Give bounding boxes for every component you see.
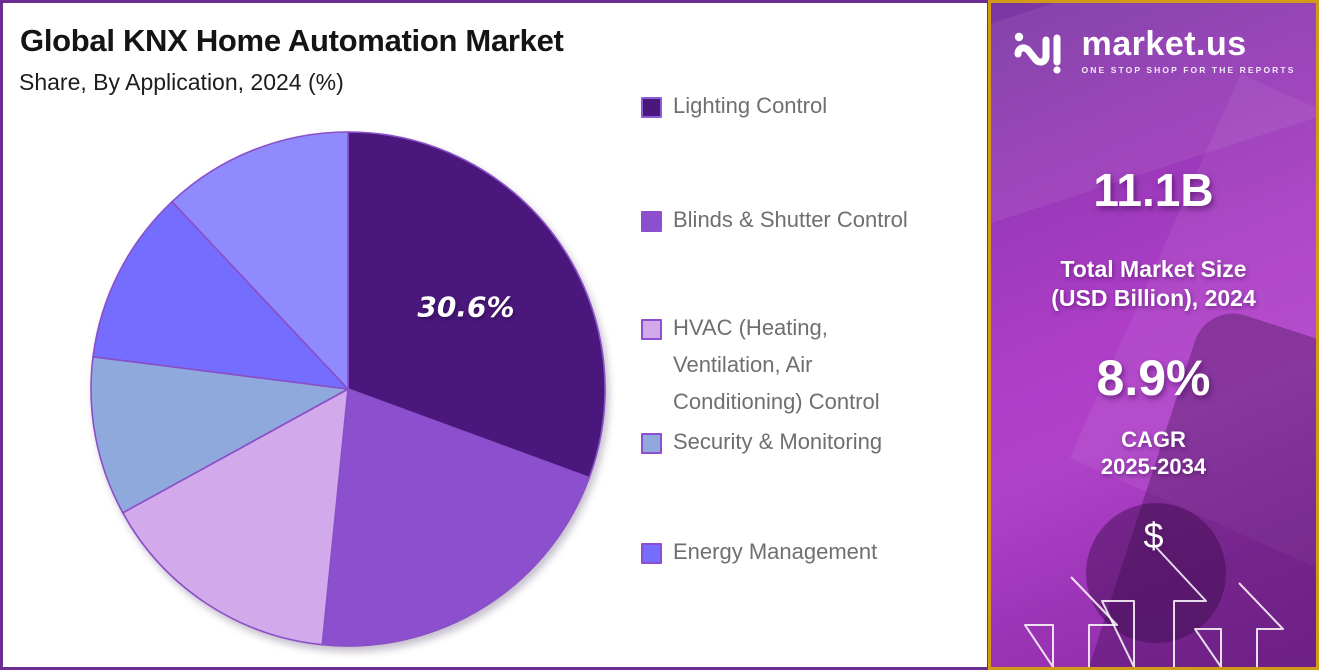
legend-item-label: Lighting Control [673, 93, 828, 118]
legend-item: Lighting Control [641, 87, 935, 124]
legend-item: Energy Management [641, 533, 935, 570]
legend-item-label: Blinds & Shutter Control [673, 207, 908, 232]
cagr-label-line2: 2025-2034 [1100, 454, 1207, 479]
pie-slice-data-label: 30.6% [417, 290, 515, 324]
pie-slice [321, 387, 591, 647]
marketus-logo-icon [1014, 32, 1061, 74]
cagr-label: CAGR 2025-2034 [991, 426, 1316, 480]
legend-item-label: Energy Management [673, 539, 878, 564]
page-title: Global KNX Home Automation Market [20, 23, 564, 58]
legend-swatch [641, 211, 662, 232]
market-size-label-line2: (USD Billion), 2024 [1051, 285, 1256, 311]
market-size-label-line1: Total Market Size [1060, 256, 1247, 282]
sidebar: market.us ONE STOP SHOP FOR THE REPORTS … [988, 0, 1319, 670]
chart-subtitle: Share, By Application, 2024 (%) [19, 69, 344, 95]
legend-item: HVAC (Heating, Ventilation, Air Conditio… [641, 309, 935, 420]
market-size-label: Total Market Size (USD Billion), 2024 [991, 255, 1316, 313]
marketus-logo-text: market.us ONE STOP SHOP FOR THE REPORTS [1082, 27, 1296, 75]
pie-slice [347, 131, 606, 479]
chart-panel: Global KNX Home Automation Market Share,… [0, 0, 990, 670]
legend-swatch [641, 543, 662, 564]
marketus-logo: market.us ONE STOP SHOP FOR THE REPORTS [991, 27, 1316, 75]
pie-slice [90, 355, 351, 514]
pie-slice [92, 200, 351, 391]
legend-swatch [641, 97, 662, 118]
legend-item-label: Security & Monitoring [673, 429, 883, 454]
pie-chart [90, 131, 606, 647]
pie-slice [170, 131, 349, 392]
cagr-label-line1: CAGR [1121, 427, 1186, 452]
cagr-value: 8.9% [1096, 350, 1211, 406]
dollar-icon: $ [1143, 515, 1164, 556]
legend-item: Security & Monitoring [641, 423, 935, 460]
legend-item-label: HVAC (Heating, Ventilation, Air Conditio… [673, 315, 880, 414]
logo-tagline: ONE STOP SHOP FOR THE REPORTS [1081, 65, 1296, 75]
logo-wordmark: market.us [1081, 25, 1247, 63]
market-size-value: 11.1B [1093, 164, 1214, 216]
pie-slice [121, 387, 349, 646]
growth-arrows-icon [1024, 544, 1284, 667]
legend-swatch [641, 433, 662, 454]
legend-item: Blinds & Shutter Control [641, 201, 935, 238]
legend: Lighting Control Blinds & Shutter Control… [641, 3, 981, 667]
legend-swatch [641, 319, 662, 340]
